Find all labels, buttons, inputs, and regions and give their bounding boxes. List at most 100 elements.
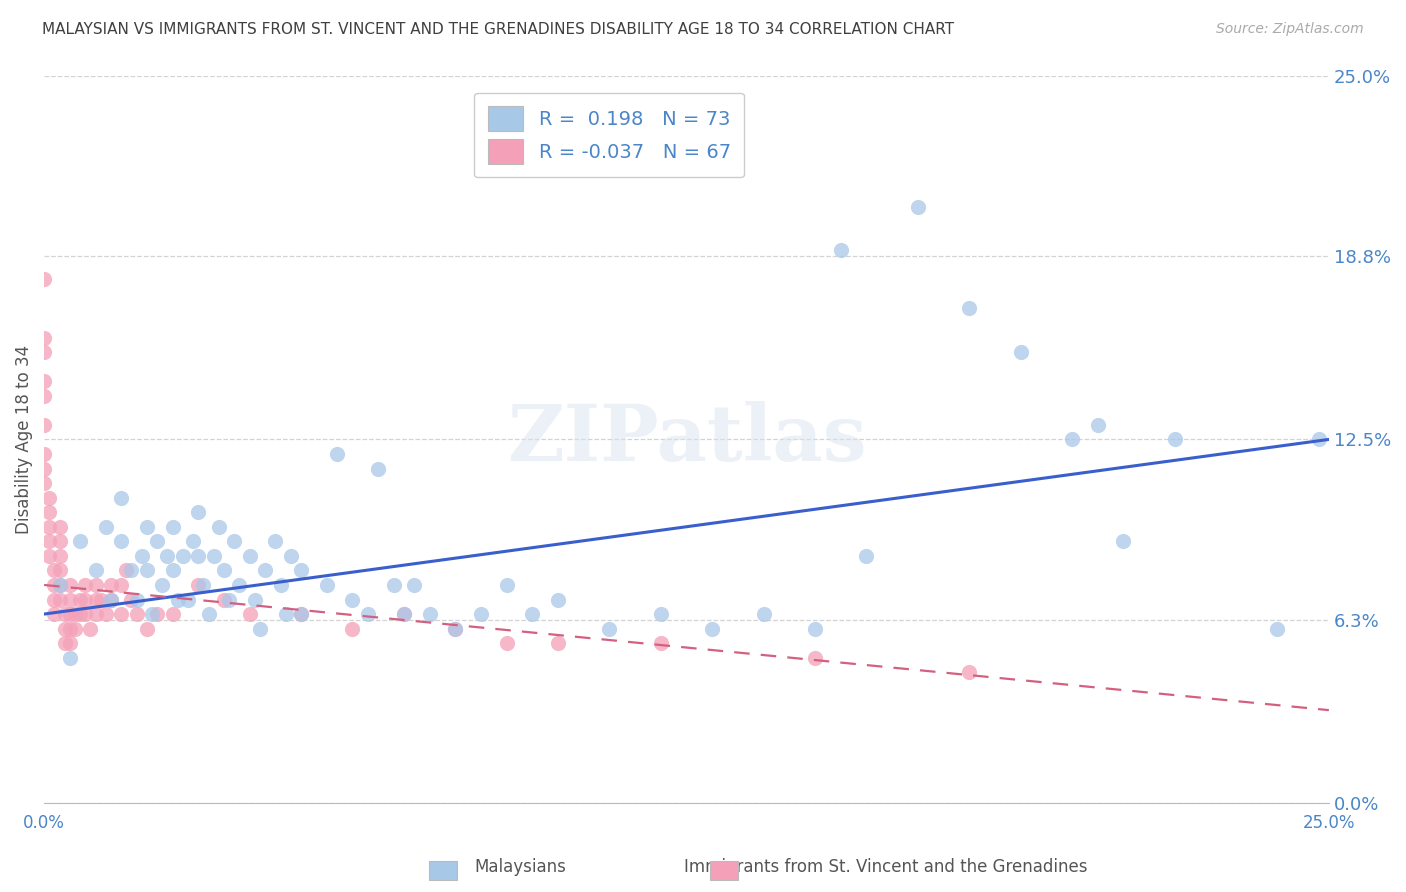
Point [110,607,132,621]
Point [38,549,60,563]
Point [38,491,60,505]
Point [202,549,225,563]
Point [94,520,117,534]
Point [44,578,66,592]
Point [419,607,441,621]
Point [243,592,266,607]
Point [193,578,215,592]
Point [135,563,157,577]
Point [32,461,55,475]
Point [239,607,262,621]
Point [44,563,66,577]
Point [907,200,929,214]
Legend: R =  0.198   N = 73, R = -0.037   N = 67: R = 0.198 N = 73, R = -0.037 N = 67 [474,93,744,178]
Point [957,301,980,316]
Point [32,345,55,359]
Point [342,622,364,636]
Point [48,563,70,577]
Point [1267,622,1289,636]
Point [326,447,349,461]
Point [280,549,302,563]
Point [444,622,467,636]
Point [48,592,70,607]
Point [110,534,132,549]
Point [392,607,415,621]
Point [404,578,426,592]
Point [125,607,148,621]
Point [177,592,200,607]
Point [957,665,980,680]
Point [32,417,55,432]
Text: MALAYSIAN VS IMMIGRANTS FROM ST. VINCENT AND THE GRENADINES DISABILITY AGE 18 TO: MALAYSIAN VS IMMIGRANTS FROM ST. VINCENT… [42,22,955,37]
Point [32,447,55,461]
Text: Source: ZipAtlas.com: Source: ZipAtlas.com [1216,22,1364,37]
Point [32,476,55,491]
Point [264,534,287,549]
Point [212,592,235,607]
Text: ZIPatlas: ZIPatlas [506,401,866,477]
Point [48,578,70,592]
Point [110,491,132,505]
Point [135,622,157,636]
Point [110,578,132,592]
Point [32,374,55,388]
Point [59,650,82,665]
Point [100,592,122,607]
Point [48,534,70,549]
Point [208,520,231,534]
Point [342,592,364,607]
Point [75,578,97,592]
Point [162,607,184,621]
Text: Malaysians: Malaysians [474,858,567,876]
Point [59,607,82,621]
Point [1087,417,1109,432]
Point [547,592,569,607]
Point [75,607,97,621]
Point [150,578,173,592]
Point [44,592,66,607]
Point [69,607,91,621]
Point [752,607,775,621]
Point [855,549,877,563]
Point [1010,345,1032,359]
Point [392,607,415,621]
Point [1112,534,1135,549]
Point [224,534,246,549]
Point [218,592,240,607]
Point [32,330,55,344]
Point [315,578,337,592]
Point [48,578,70,592]
Point [162,563,184,577]
Point [59,622,82,636]
Point [79,622,101,636]
Point [166,592,188,607]
Point [146,534,169,549]
Point [197,607,219,621]
Point [48,549,70,563]
Point [702,622,724,636]
Point [270,578,292,592]
Point [63,607,86,621]
Point [290,563,312,577]
Point [53,622,76,636]
Point [187,549,209,563]
Point [53,607,76,621]
Point [239,549,262,563]
Point [249,622,271,636]
Point [162,520,184,534]
Point [187,505,209,519]
Point [804,622,827,636]
Point [212,563,235,577]
Point [32,272,55,286]
Point [382,578,405,592]
Point [135,520,157,534]
Point [63,622,86,636]
Point [141,607,163,621]
Point [115,563,138,577]
Point [650,607,672,621]
Point [172,549,194,563]
Point [131,549,153,563]
Point [598,622,620,636]
Point [254,563,277,577]
Point [125,592,148,607]
